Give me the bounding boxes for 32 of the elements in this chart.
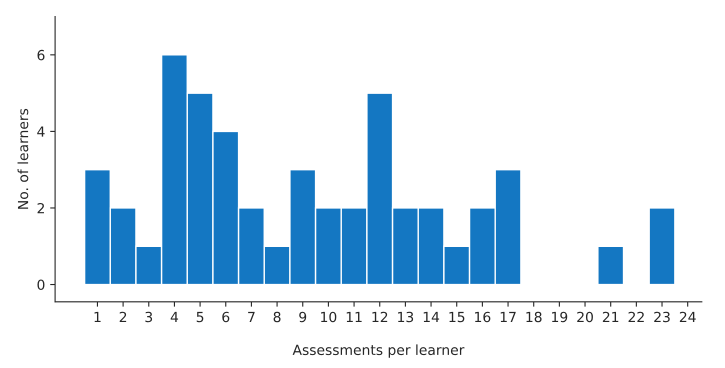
bar bbox=[597, 246, 624, 286]
x-tick-label: 13 bbox=[398, 312, 414, 322]
x-axis-title: Assessments per learner bbox=[292, 344, 464, 358]
x-tick-label: 8 bbox=[274, 312, 281, 322]
y-tick-label: 2 bbox=[38, 202, 44, 214]
y-tick-label: 0 bbox=[37, 280, 44, 290]
x-tick-label: 1 bbox=[94, 312, 101, 322]
x-tick-label: 23 bbox=[654, 312, 670, 322]
x-tick-label: 16 bbox=[475, 312, 490, 322]
x-tick-label: 15 bbox=[449, 312, 464, 322]
x-tick-label: 17 bbox=[500, 312, 516, 322]
x-tick-label: 22 bbox=[628, 312, 644, 322]
x-tick-label: 21 bbox=[602, 312, 618, 322]
x-tick-label: 18 bbox=[526, 312, 542, 322]
x-tick-label: 19 bbox=[552, 312, 568, 322]
x-tick-label: 5 bbox=[196, 312, 204, 322]
x-tick-label: 14 bbox=[424, 312, 440, 322]
x-tick-label: 10 bbox=[321, 312, 336, 322]
y-tick-label: 6 bbox=[38, 50, 45, 60]
x-tick-label: 20 bbox=[577, 312, 593, 322]
x-tick-label: 9 bbox=[299, 312, 306, 322]
x-tick-label: 12 bbox=[372, 312, 388, 322]
x-tick-label: 4 bbox=[170, 312, 178, 322]
y-axis-title: No. of learners bbox=[18, 108, 28, 209]
x-tick-label: 2 bbox=[120, 312, 126, 322]
bar bbox=[648, 207, 676, 286]
x-tick-label: 11 bbox=[346, 312, 362, 322]
y-tick-label: 4 bbox=[37, 126, 45, 137]
x-tick-label: 7 bbox=[248, 312, 255, 322]
x-tick-label: 3 bbox=[145, 312, 152, 322]
x-tick-label: 24 bbox=[680, 312, 696, 322]
x-tick-label: 6 bbox=[222, 312, 230, 322]
